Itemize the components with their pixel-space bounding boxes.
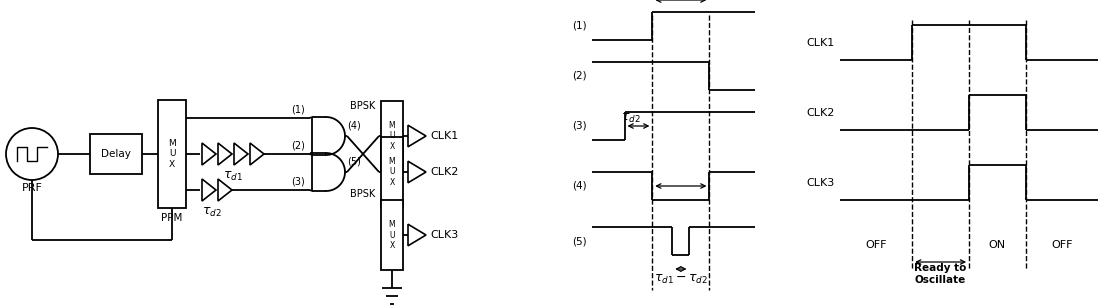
Bar bbox=[381, 200, 403, 270]
Bar bbox=[90, 134, 142, 174]
Text: (1): (1) bbox=[572, 21, 587, 31]
Text: BPSK: BPSK bbox=[350, 189, 376, 199]
Text: (4): (4) bbox=[347, 121, 360, 131]
Text: CLK2: CLK2 bbox=[806, 107, 835, 117]
Text: Ready to
Oscillate: Ready to Oscillate bbox=[915, 263, 967, 285]
Text: CLK1: CLK1 bbox=[430, 131, 458, 141]
Text: (1): (1) bbox=[292, 105, 305, 115]
Bar bbox=[157, 100, 186, 208]
Text: (3): (3) bbox=[292, 177, 305, 187]
Text: PRF: PRF bbox=[21, 183, 42, 193]
Text: CLK3: CLK3 bbox=[430, 230, 458, 240]
Text: (2): (2) bbox=[572, 71, 587, 81]
Text: BPSK: BPSK bbox=[350, 101, 376, 111]
Text: OFF: OFF bbox=[865, 240, 887, 250]
Text: Delay: Delay bbox=[101, 149, 131, 159]
Text: (5): (5) bbox=[572, 236, 587, 246]
Bar bbox=[381, 101, 403, 171]
Bar bbox=[381, 137, 403, 207]
Text: M
U
X: M U X bbox=[169, 139, 176, 169]
Text: $\tau_{d2}$: $\tau_{d2}$ bbox=[621, 111, 640, 124]
Text: PPM: PPM bbox=[161, 213, 183, 223]
Text: $\tau_{d1}$: $\tau_{d1}$ bbox=[223, 169, 243, 183]
Text: (3): (3) bbox=[572, 121, 587, 131]
Text: $\tau_{d2}$: $\tau_{d2}$ bbox=[202, 205, 222, 219]
Text: (5): (5) bbox=[347, 157, 360, 167]
Text: CLK1: CLK1 bbox=[806, 38, 835, 47]
Text: (2): (2) bbox=[292, 141, 305, 151]
Text: M
U
X: M U X bbox=[388, 121, 395, 151]
Text: CLK3: CLK3 bbox=[806, 177, 835, 188]
Text: CLK2: CLK2 bbox=[430, 167, 458, 177]
Text: ON: ON bbox=[989, 240, 1006, 250]
Text: (4): (4) bbox=[572, 181, 587, 191]
Text: $\tau_{d1}-\tau_{d2}$: $\tau_{d1}-\tau_{d2}$ bbox=[654, 273, 708, 286]
Text: M
U
X: M U X bbox=[388, 220, 395, 250]
Text: M
U
X: M U X bbox=[388, 157, 395, 187]
Text: OFF: OFF bbox=[1051, 240, 1072, 250]
